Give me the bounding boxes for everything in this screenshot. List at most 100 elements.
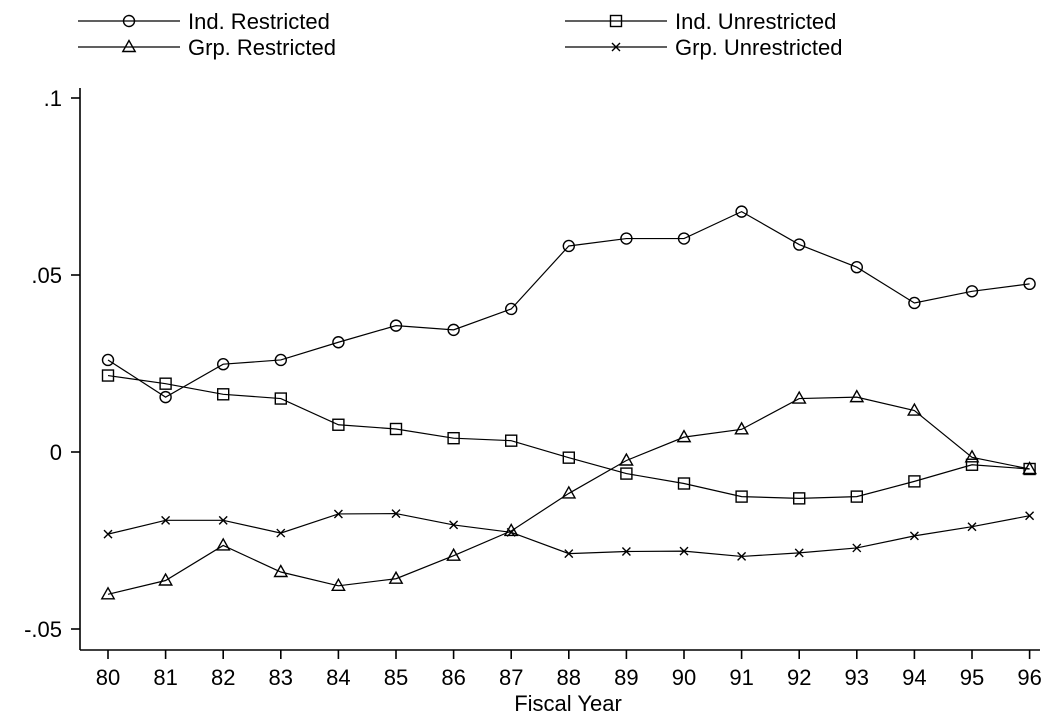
data-point (276, 528, 286, 538)
data-point (449, 520, 459, 530)
data-point (101, 353, 115, 367)
data-point (274, 353, 287, 367)
series-line (107, 210, 1030, 398)
series-group (101, 205, 1036, 404)
x-tick-label: 81 (153, 665, 177, 690)
legend-marker (122, 14, 136, 28)
data-point (562, 451, 575, 464)
x-tick-label: 87 (499, 665, 523, 690)
data-point (391, 509, 401, 519)
y-tick-label: 0 (50, 440, 62, 465)
data-point (908, 475, 921, 488)
data-point (389, 422, 403, 436)
x-tick-label: 83 (269, 665, 293, 690)
series-line (107, 396, 1030, 595)
data-point (908, 296, 921, 310)
data-point (161, 515, 171, 525)
data-point (735, 205, 748, 218)
data-point (1023, 277, 1036, 291)
data-point (850, 261, 863, 274)
data-point (505, 302, 518, 316)
data-point (793, 492, 806, 505)
data-point (734, 421, 749, 435)
data-point (159, 390, 172, 404)
data-point (964, 449, 980, 463)
data-point (331, 577, 346, 592)
data-point (909, 531, 919, 541)
data-point (101, 369, 115, 382)
data-point (158, 572, 173, 586)
data-point (794, 548, 804, 558)
legend-item: Ind. Restricted (78, 9, 330, 34)
data-point (389, 319, 403, 332)
legend-label: Ind. Restricted (188, 9, 330, 34)
x-tick-label: 96 (1017, 665, 1041, 690)
x-tick-label: 91 (729, 665, 753, 690)
data-point (216, 358, 230, 371)
x-tick-label: 86 (441, 665, 465, 690)
series-group (101, 369, 1036, 505)
legend-label: Grp. Restricted (188, 35, 336, 60)
data-point (793, 238, 806, 251)
data-point (1022, 461, 1037, 475)
data-point (506, 527, 516, 537)
data-point (679, 546, 689, 556)
data-point (619, 452, 634, 466)
data-point (850, 490, 863, 503)
data-point (737, 551, 747, 561)
data-point (965, 285, 979, 298)
x-tick-label: 82 (211, 665, 235, 690)
series-line (107, 374, 1030, 499)
legend-label: Ind. Unrestricted (675, 9, 836, 34)
x-tick-label: 90 (672, 665, 696, 690)
legend-marker (121, 39, 137, 53)
x-tick-label: 93 (845, 665, 869, 690)
data-point (965, 458, 979, 471)
legend-marker (609, 14, 623, 28)
data-point (216, 388, 230, 401)
data-point (564, 549, 574, 559)
data-point (159, 377, 172, 390)
data-point (332, 336, 345, 349)
data-point (505, 434, 518, 447)
x-tick-label: 80 (96, 665, 120, 690)
data-point (967, 522, 977, 532)
data-point (620, 467, 633, 480)
series-group (103, 509, 1035, 561)
y-tick-label: .05 (31, 263, 62, 288)
data-point (388, 570, 404, 584)
x-axis-ticks: 80 81 82 83 84 85 86 87 88 89 90 91 92 93 94 95 96 (96, 650, 1041, 690)
data-point (215, 537, 231, 551)
data-point (907, 402, 922, 416)
data-point (273, 564, 289, 578)
y-tick-label: .1 (44, 86, 62, 111)
x-tick-label: 95 (960, 665, 984, 690)
legend-marker (611, 42, 621, 52)
legend-item: Grp. Restricted (78, 35, 336, 60)
x-tick-label: 84 (326, 665, 350, 690)
x-tick-label: 85 (384, 665, 408, 690)
legend: Ind. Restricted Ind. Unrestricted Grp. Res… (78, 9, 843, 60)
data-point (103, 529, 113, 539)
x-tick-label: 94 (902, 665, 926, 690)
data-point (332, 418, 345, 431)
data-point (274, 392, 287, 405)
data-point (561, 485, 577, 499)
data-point (100, 586, 116, 600)
data-point (677, 477, 691, 490)
data-point (676, 429, 692, 443)
data-point (447, 431, 460, 445)
plot-area: .1 .05 0 -.05 80 81 82 83 84 85 86 87 88 89 90 91 92 93 9… (24, 86, 1041, 690)
data-point (562, 239, 575, 253)
data-point (849, 389, 865, 403)
data-point (447, 323, 460, 337)
y-axis-ticks: .1 .05 0 -.05 (24, 86, 80, 642)
legend-item: Ind. Unrestricted (565, 9, 836, 34)
data-point (677, 232, 691, 245)
data-point (333, 509, 343, 519)
x-tick-label: 88 (557, 665, 581, 690)
series-line (107, 512, 1030, 558)
legend-label: Grp. Unrestricted (675, 35, 843, 60)
data-point (620, 232, 633, 245)
